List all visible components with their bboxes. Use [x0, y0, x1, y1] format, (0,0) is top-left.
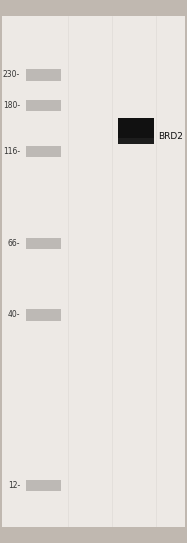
Bar [118, 118, 154, 144]
Text: 116-: 116- [3, 147, 20, 156]
Bar [26, 480, 61, 491]
Text: BRD2: BRD2 [159, 132, 183, 141]
Bar [26, 310, 61, 320]
Bar [26, 70, 61, 80]
Bar [26, 100, 61, 111]
Text: 230-: 230- [3, 71, 20, 79]
Bar [118, 138, 154, 144]
Text: 180-: 180- [3, 101, 20, 110]
Text: 12-: 12- [8, 482, 20, 490]
Bar [26, 238, 61, 249]
Text: 40-: 40- [8, 311, 20, 319]
Bar [26, 146, 61, 157]
Text: 66-: 66- [8, 239, 20, 248]
